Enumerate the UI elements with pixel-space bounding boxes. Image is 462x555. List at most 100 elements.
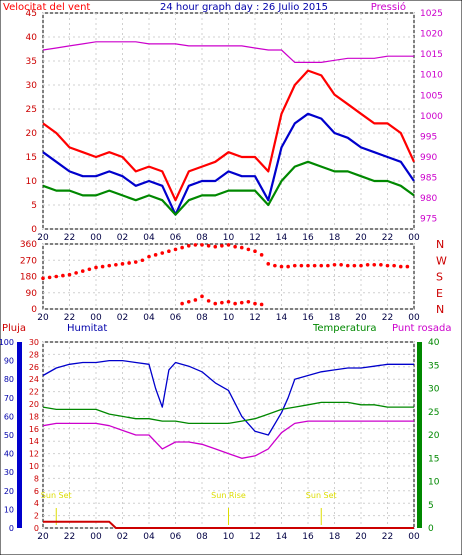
p2-x-tick-label: 10	[223, 313, 235, 323]
wind-speed-tick-label: 20	[26, 129, 38, 139]
p1-x-tick-label: 08	[196, 233, 208, 243]
direction-point	[226, 299, 231, 304]
direction-point	[220, 300, 224, 305]
humidity-tick-label: 24	[29, 375, 39, 384]
direction-point	[379, 262, 383, 267]
direction-point	[273, 263, 277, 268]
pressure-tick-label: 1005	[420, 91, 443, 101]
rain-tick-label: 20	[4, 487, 14, 496]
p1-x-tick-label: 12	[249, 233, 260, 243]
pressure-tick-label: 1000	[420, 112, 443, 122]
p3-x-tick-label: 00	[408, 532, 420, 542]
rain-tick-label: 30	[4, 468, 14, 477]
wind-speed-tick-label: 10	[26, 177, 38, 187]
compass-label: N	[436, 238, 444, 251]
direction-point	[259, 302, 264, 307]
p2-x-tick-label: 00	[90, 313, 102, 323]
temperature-tick-label: 40	[428, 338, 440, 348]
direction-point	[306, 263, 310, 268]
p3-x-tick-label: 22	[382, 532, 393, 542]
direction-point	[365, 262, 370, 267]
sun-event-label: Sun Set	[306, 491, 337, 500]
wind-speed-tick-label: 30	[26, 81, 38, 91]
direction-point	[266, 262, 271, 266]
p2-x-tick-label: 22	[64, 313, 75, 323]
direction-point	[226, 243, 231, 247]
rain-tick-label: 40	[4, 450, 14, 459]
rain-tick-label: 80	[4, 375, 14, 384]
humidity-tick-label: 14	[29, 437, 39, 446]
compass-label: E	[436, 287, 443, 300]
p3-x-tick-label: 18	[329, 532, 341, 542]
humidity-tick-label: 22	[29, 388, 39, 397]
humidity-tick-label: 6	[34, 487, 39, 496]
p2-x-tick-label: 12	[249, 313, 260, 323]
rain-tick-label: 70	[4, 394, 14, 403]
wind-speed-axis-title: Velocitat del vent	[3, 2, 90, 13]
humidity-tick-label: 4	[34, 499, 39, 508]
p1-x-tick-label: 22	[382, 233, 393, 243]
compass-label: N	[436, 303, 444, 316]
direction-point	[107, 263, 112, 268]
wind-speed-tick-label: 0	[31, 225, 37, 235]
direction-tick-label: 360	[20, 240, 37, 250]
p2-x-tick-label: 16	[302, 313, 314, 323]
series-line	[42, 420, 414, 459]
direction-point	[74, 271, 78, 275]
pressure-tick-label: 985	[420, 174, 437, 184]
direction-point	[41, 276, 45, 281]
series-line	[42, 359, 414, 436]
temperature-tick-label: 15	[428, 454, 439, 464]
rain-axis-title: Pluja	[2, 323, 26, 334]
temperature-tick-label: 30	[428, 385, 440, 395]
sun-event-label: Sun Rise	[211, 491, 246, 500]
direction-point	[292, 263, 297, 268]
direction-point	[167, 249, 171, 254]
direction-point	[372, 262, 377, 267]
pressure-tick-label: 1025	[420, 9, 443, 19]
p1-x-tick-label: 18	[329, 233, 341, 243]
wind-direction-panel: 20 22 00 02 04 06 08 10 12 14 16 18 20 22 000901802703…	[20, 238, 447, 323]
direction-tick-label: 90	[26, 289, 38, 299]
p3-x-tick-label: 12	[249, 532, 260, 542]
direction-tick-label: 270	[20, 256, 37, 266]
p3-x-tick-label: 14	[276, 532, 288, 542]
humidity-tick-label: 20	[29, 400, 39, 409]
direction-point	[213, 244, 218, 249]
pressure-tick-label: 1015	[420, 50, 443, 60]
p3-x-tick-label: 06	[170, 532, 182, 542]
direction-point	[133, 260, 138, 264]
direction-point	[213, 301, 218, 306]
p1-x-tick-label: 02	[117, 233, 128, 243]
direction-point	[94, 265, 98, 270]
p2-x-tick-label: 20	[355, 313, 367, 323]
direction-point	[180, 301, 184, 306]
series-speed-line	[42, 112, 415, 216]
p2-x-tick-label: 04	[143, 313, 155, 323]
p2-x-tick-label: 02	[117, 313, 128, 323]
series-line	[42, 401, 414, 425]
p1-x-tick-label: 14	[276, 233, 288, 243]
direction-point	[54, 274, 59, 279]
pressure-tick-label: 1010	[420, 71, 443, 81]
p3-x-tick-label: 02	[117, 532, 128, 542]
humidity-tick-label: 12	[29, 450, 39, 459]
temperature-axis-title: Temperatura	[312, 323, 377, 334]
direction-point	[392, 263, 396, 268]
direction-point	[114, 262, 118, 267]
humidity-tick-label: 18	[29, 412, 39, 421]
direction-point	[332, 262, 337, 267]
direction-point	[180, 245, 184, 250]
direction-point	[339, 262, 343, 267]
p1-x-tick-label: 00	[90, 233, 102, 243]
humidity-tick-label: 0	[34, 524, 39, 533]
p3-x-tick-label: 04	[143, 532, 155, 542]
direction-point	[259, 253, 264, 257]
series-avg-line	[42, 160, 415, 216]
pressure-tick-label: 995	[420, 132, 437, 142]
direction-point	[319, 263, 324, 268]
rain-tick-label: 60	[4, 412, 14, 421]
humidity-tick-label: 28	[29, 350, 39, 359]
